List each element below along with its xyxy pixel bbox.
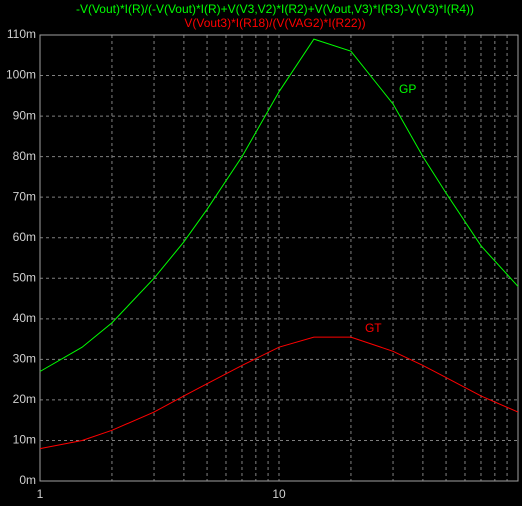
y-tick-label: 90m	[13, 108, 36, 122]
series-line	[39, 336, 519, 450]
x-tick-label: 1	[37, 487, 44, 501]
series-line	[39, 38, 519, 372]
chart-title: V(Vout3)*I(R18)/(V(VAG2)*I(R22))	[184, 16, 365, 30]
y-tick-label: 40m	[13, 311, 36, 325]
chart-title: -V(Vout)*I(R)/(-V(Vout)*I(R)+V(V3,V2)*I(…	[76, 2, 474, 16]
series-label: GP	[399, 82, 416, 96]
y-tick-label: 30m	[13, 352, 36, 366]
y-tick-label: 70m	[13, 189, 36, 203]
y-tick-label: 60m	[13, 230, 36, 244]
y-tick-label: 80m	[13, 149, 36, 163]
y-tick-label: 0m	[19, 473, 36, 487]
y-tick-label: 100m	[6, 68, 36, 82]
plot-frame	[39, 34, 519, 482]
series-label: GT	[365, 321, 382, 335]
x-tick-label: 10	[272, 487, 286, 501]
y-tick-label: 20m	[13, 392, 36, 406]
y-tick-label: 50m	[13, 270, 36, 284]
y-tick-label: 110m	[7, 27, 36, 41]
y-tick-label: 10m	[13, 433, 36, 447]
